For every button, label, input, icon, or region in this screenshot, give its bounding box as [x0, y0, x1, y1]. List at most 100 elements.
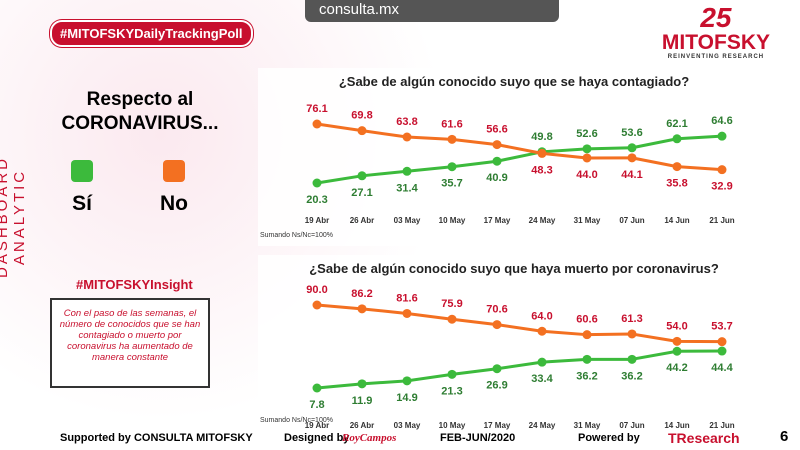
point — [627, 354, 637, 364]
value-label: 40.9 — [486, 172, 507, 184]
point — [537, 357, 547, 367]
footer-designer: RoyCampos — [342, 432, 397, 444]
point — [357, 171, 367, 181]
x-tick-label: 24 May — [529, 216, 556, 225]
x-tick-label: 10 May — [439, 421, 466, 430]
logo-years: 25 — [700, 2, 732, 33]
point — [672, 162, 682, 172]
value-label: 53.7 — [711, 321, 732, 333]
legend-swatch — [71, 160, 93, 182]
point — [357, 379, 367, 389]
point — [717, 131, 727, 141]
value-label: 14.9 — [396, 392, 417, 404]
value-label: 56.6 — [486, 124, 507, 136]
legend-label: Sí — [72, 192, 93, 215]
footer-supported: Supported by CONSULTA MITOFSKY — [60, 432, 253, 444]
x-tick-label: 31 May — [574, 216, 601, 225]
point — [582, 354, 592, 364]
x-tick-label: 21 Jun — [709, 216, 734, 225]
x-tick-label: 03 May — [394, 421, 421, 430]
point — [447, 369, 457, 379]
line — [316, 303, 723, 344]
value-label: 33.4 — [531, 373, 553, 385]
value-label: 32.9 — [711, 181, 732, 193]
x-tick-label: 17 May — [484, 216, 511, 225]
line — [316, 122, 723, 172]
point — [402, 166, 412, 176]
point — [582, 330, 592, 340]
point — [492, 364, 502, 374]
footer-period: FEB-JUN/2020 — [440, 432, 516, 444]
point — [672, 134, 682, 144]
value-label: 35.8 — [666, 178, 687, 190]
chart-title: ¿Sabe de algún conocido suyo que haya mu… — [309, 261, 719, 276]
point — [717, 337, 727, 347]
point — [447, 134, 457, 144]
x-tick-label: 03 May — [394, 216, 421, 225]
x-tick-label: 26 Abr — [350, 216, 375, 225]
value-label: 7.8 — [309, 399, 324, 411]
point — [447, 162, 457, 172]
value-label: 61.3 — [621, 313, 642, 325]
point — [447, 314, 457, 324]
site[interactable]: consulta.mx — [305, 0, 559, 22]
value-label: 44.0 — [576, 169, 597, 181]
value-label: 36.2 — [576, 370, 597, 382]
value-label: 26.9 — [486, 380, 507, 392]
legend-label: No — [160, 192, 188, 215]
x-tick-label: 07 Jun — [619, 216, 644, 225]
value-label: 20.3 — [306, 194, 327, 206]
value-label: 64.6 — [711, 115, 732, 127]
point — [627, 143, 637, 153]
logo-name: MITOFSKY — [661, 31, 770, 54]
point — [357, 304, 367, 314]
point — [402, 132, 412, 142]
value-label: 49.8 — [531, 131, 552, 143]
point — [627, 153, 637, 163]
point — [537, 326, 547, 336]
value-label: 21.3 — [441, 385, 462, 397]
value-label: 60.6 — [576, 314, 597, 326]
value-label: 81.6 — [396, 292, 417, 304]
x-tick-label: 31 May — [574, 421, 601, 430]
value-label: 64.0 — [531, 310, 552, 322]
x-tick-label: 24 May — [529, 421, 556, 430]
value-label: 54.0 — [666, 320, 687, 332]
x-tick-label: 26 Abr — [350, 421, 375, 430]
point — [627, 329, 637, 339]
point — [492, 140, 502, 150]
value-label: 44.4 — [711, 362, 733, 374]
point — [672, 346, 682, 356]
note: Sumando Ns/Nc=100% — [260, 232, 333, 239]
side-label: DASHBOARD ANALYTIC — [0, 155, 28, 279]
value-label: 90.0 — [306, 284, 327, 296]
value-label: 36.2 — [621, 370, 642, 382]
value-label: 70.6 — [486, 304, 507, 316]
point — [357, 126, 367, 136]
value-label: 31.4 — [396, 182, 418, 194]
legend-title: Respecto al CORONAVIRUS... — [61, 89, 219, 134]
point — [402, 376, 412, 386]
value-label: 44.2 — [666, 362, 687, 374]
value-label: 86.2 — [351, 288, 372, 300]
point — [312, 119, 322, 129]
insight-title: #MITOFSKYInsight — [76, 277, 193, 292]
logo-tagline: REINVENTING RESEARCH — [667, 54, 765, 60]
footer-brand: TResearch — [668, 430, 740, 446]
value-label: 76.1 — [306, 103, 327, 115]
line — [316, 349, 723, 390]
x-tick-label: 19 Abr — [305, 216, 330, 225]
x-tick-label: 10 May — [439, 216, 466, 225]
insight-text: Con el paso de las semanas, el número de… — [50, 298, 210, 388]
x-tick-label: 14 Jun — [664, 421, 689, 430]
point — [582, 144, 592, 154]
note: Sumando Ns/Nc=100% — [260, 417, 333, 424]
chart-title: ¿Sabe de algún conocido suyo que se haya… — [339, 74, 689, 89]
x-tick-label: 17 May — [484, 421, 511, 430]
x-tick-label: 21 Jun — [709, 421, 734, 430]
legend-swatch — [163, 160, 185, 182]
line — [316, 134, 723, 185]
value-label: 11.9 — [352, 395, 373, 407]
